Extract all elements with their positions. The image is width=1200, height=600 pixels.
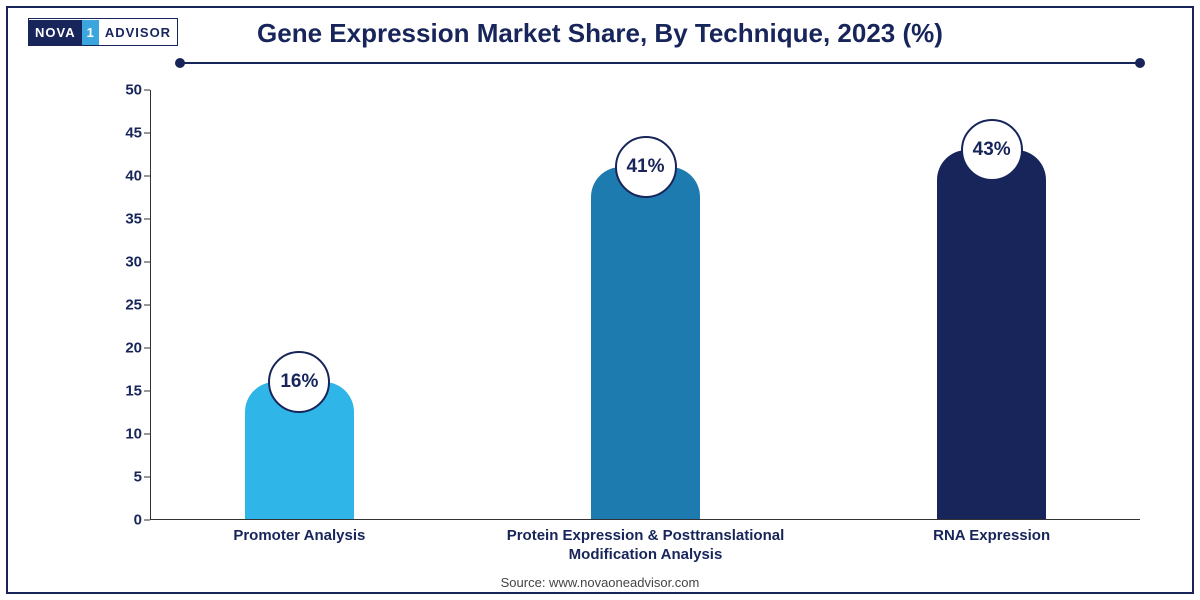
bar <box>937 150 1046 519</box>
y-tick-label: 10 <box>125 426 142 443</box>
x-axis-label: Protein Expression & Posttranslational M… <box>496 527 796 565</box>
bar-value-label: 41% <box>615 136 677 198</box>
title-divider <box>180 62 1140 64</box>
x-axis-label: Promoter Analysis <box>149 527 449 546</box>
y-tick-label: 35 <box>125 211 142 228</box>
y-tick-label: 5 <box>134 469 142 486</box>
bar-value-label: 43% <box>961 119 1023 181</box>
plot-area: 16%Promoter Analysis41%Protein Expressio… <box>150 90 1140 520</box>
y-tick-label: 0 <box>134 512 142 529</box>
y-axis: 05101520253035404550 <box>110 90 150 520</box>
y-tick-label: 30 <box>125 254 142 271</box>
chart-title: Gene Expression Market Share, By Techniq… <box>0 18 1200 49</box>
y-tick-label: 20 <box>125 340 142 357</box>
bar <box>591 167 700 519</box>
x-axis-label: RNA Expression <box>842 527 1142 546</box>
source-text: Source: www.novaoneadvisor.com <box>0 575 1200 590</box>
bar-value-label: 16% <box>268 351 330 413</box>
y-tick-label: 45 <box>125 125 142 142</box>
divider-dot-right <box>1135 58 1145 68</box>
chart-area: 05101520253035404550 16%Promoter Analysi… <box>110 90 1140 520</box>
y-tick-label: 40 <box>125 168 142 185</box>
y-tick-label: 25 <box>125 297 142 314</box>
y-tick-label: 50 <box>125 82 142 99</box>
divider-dot-left <box>175 58 185 68</box>
y-tick-label: 15 <box>125 383 142 400</box>
